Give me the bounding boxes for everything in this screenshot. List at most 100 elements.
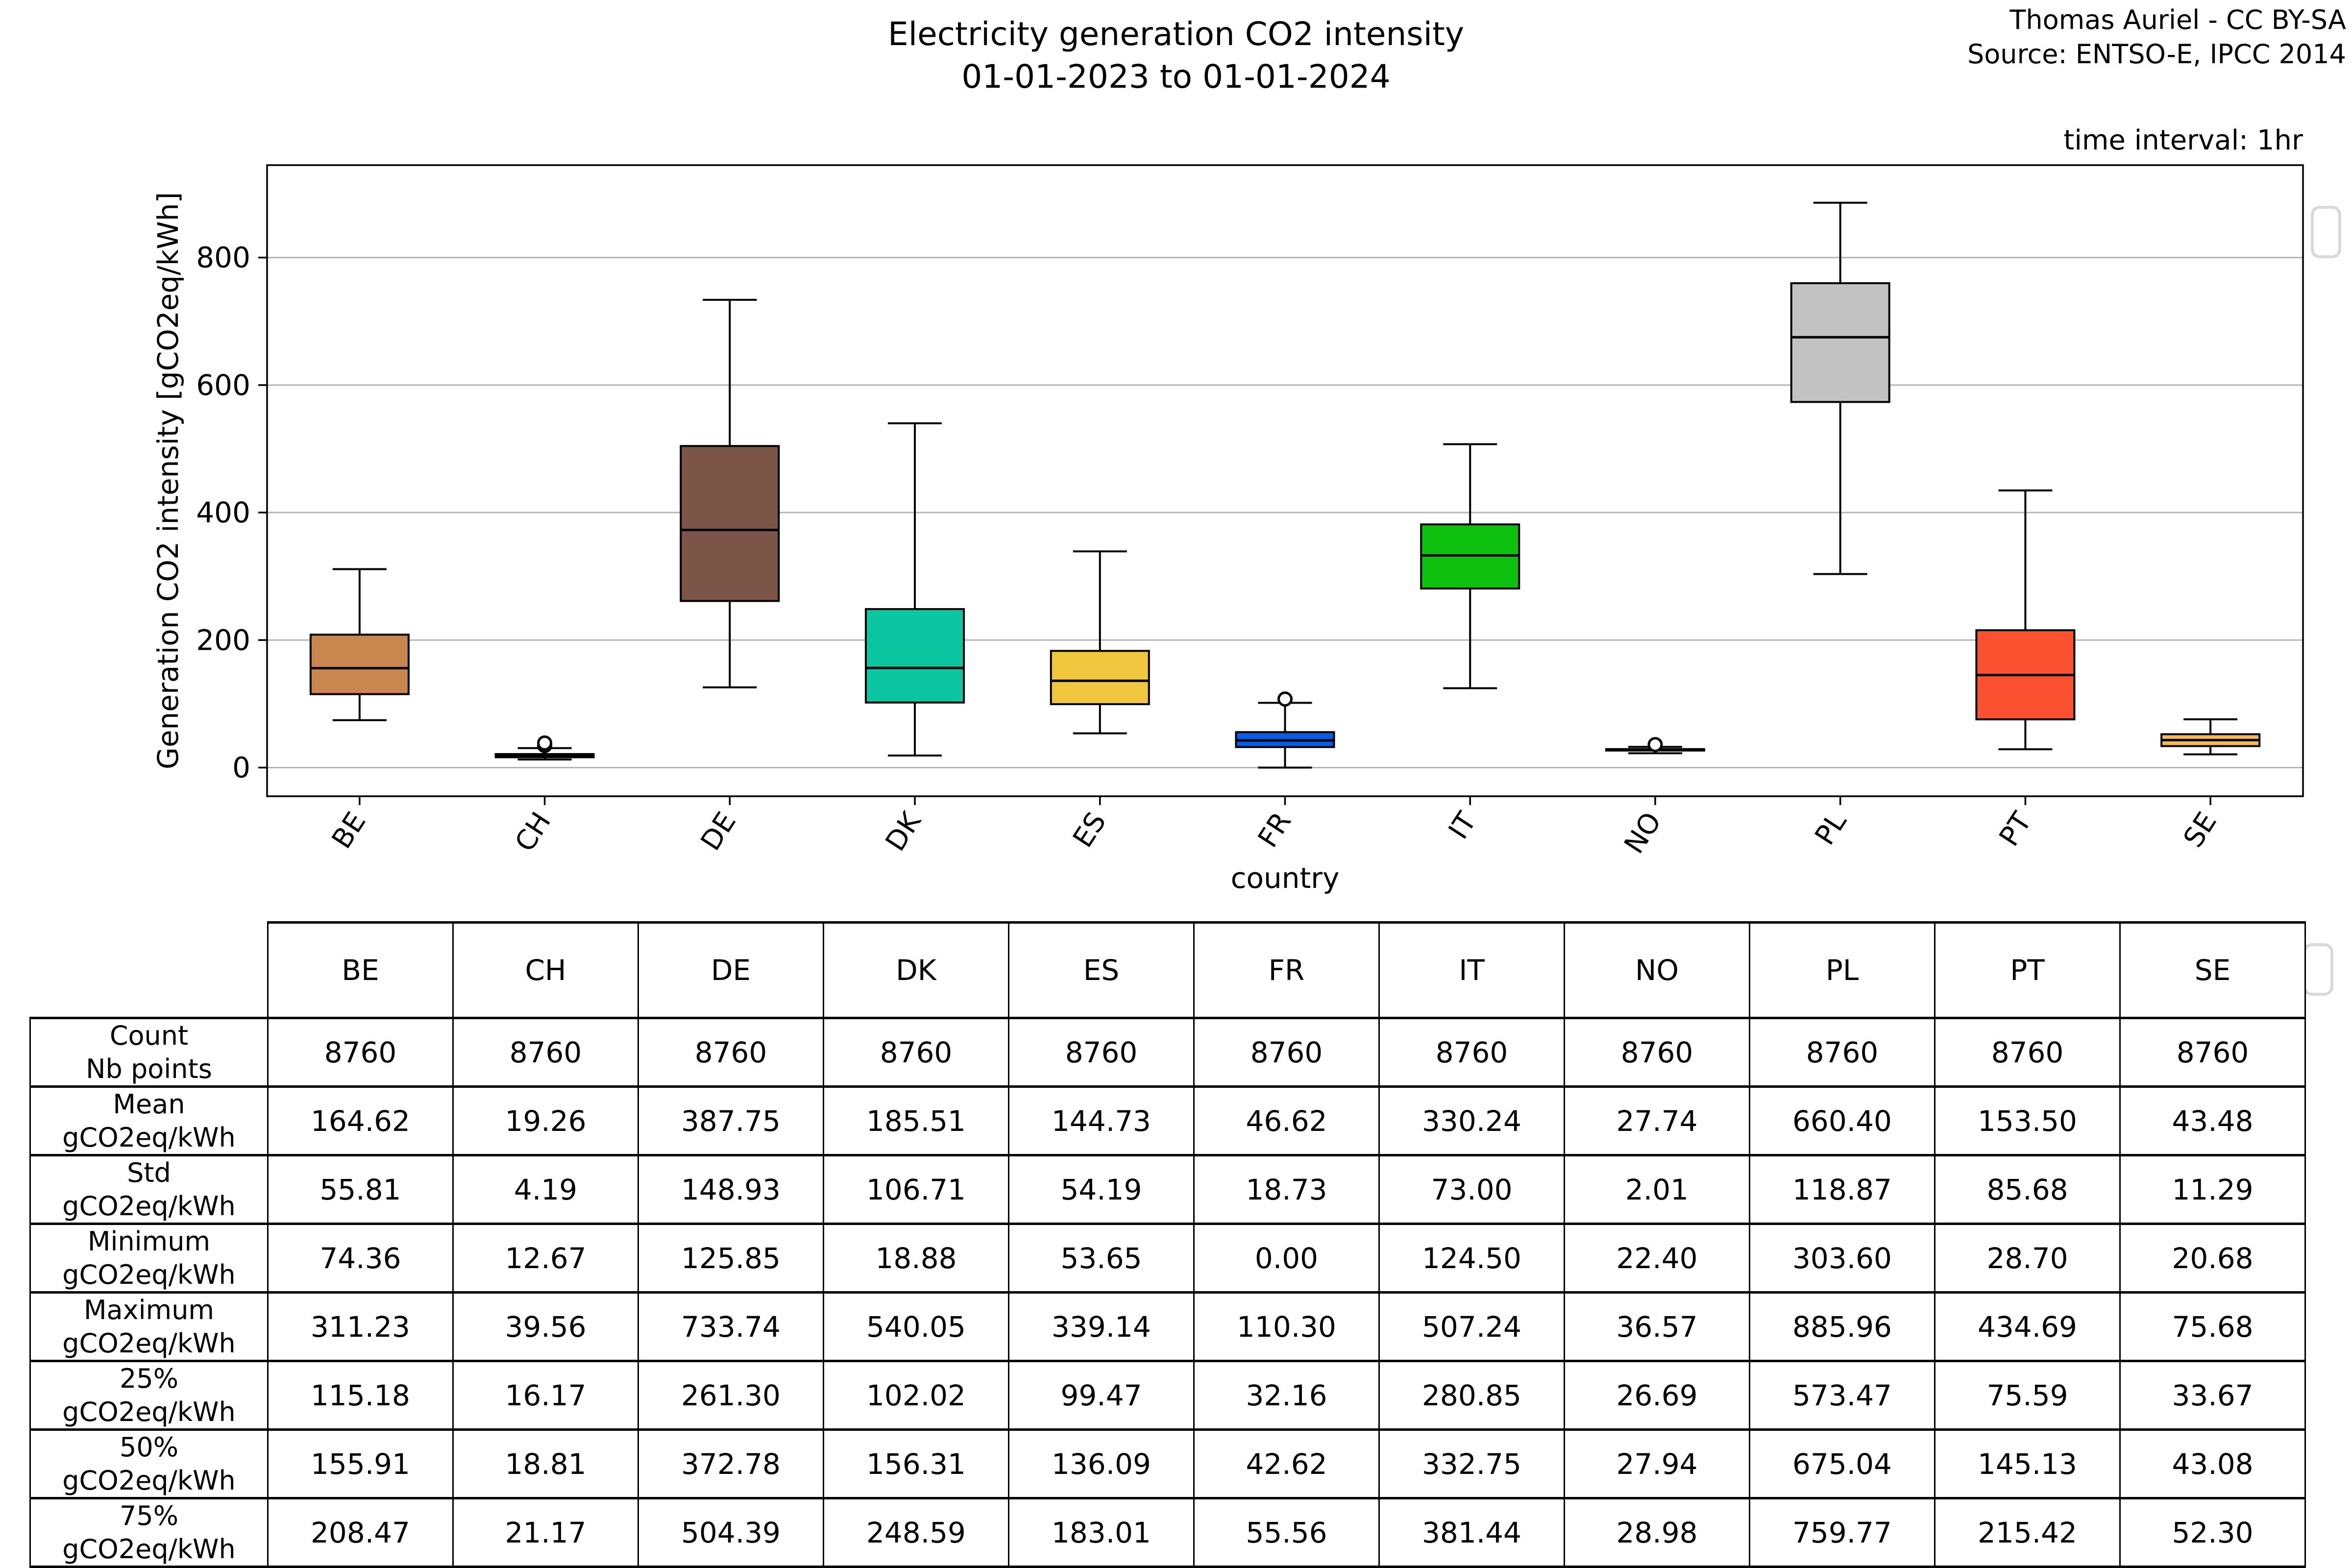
table-cell-NO-Std: 2.01	[1564, 1154, 1750, 1225]
row-label-name: Maximum	[83, 1295, 215, 1325]
table-cell-PL-75%: 759.77	[1749, 1497, 1936, 1568]
row-label-unit: gCO2eq/kWh	[62, 1396, 236, 1427]
table-cell-ES-50%: 136.09	[1008, 1428, 1195, 1499]
plot-panel-toggle-icon[interactable]	[2311, 206, 2341, 258]
table-cell-NO-75%: 28.98	[1564, 1497, 1750, 1568]
table-cell-CH-Std: 4.19	[452, 1154, 639, 1225]
table-row-label: Maximum gCO2eq/kWh	[29, 1291, 269, 1362]
attribution-author: Thomas Auriel - CC BY-SA	[2009, 4, 2346, 35]
table-col-header-CH: CH	[452, 921, 639, 1019]
x-tick-label-FR: FR	[1252, 807, 1298, 853]
table-cell-PL-25%: 573.47	[1749, 1360, 1936, 1431]
table-col-header-DK: DK	[823, 921, 1009, 1019]
table-cell-FR-50%: 42.62	[1193, 1428, 1380, 1499]
table-cell-PT-Mean: 153.50	[1934, 1085, 2121, 1156]
table-cell-CH-50%: 18.81	[452, 1428, 639, 1499]
table-cell-DE-75%: 504.39	[637, 1497, 824, 1568]
x-tick-label-ES: ES	[1067, 807, 1112, 853]
table-cell-FR-Maximum: 110.30	[1193, 1291, 1380, 1362]
table-cell-SE-50%: 43.08	[2119, 1428, 2306, 1499]
box-PL	[1790, 282, 1890, 403]
row-label-name: Count	[109, 1020, 189, 1051]
table-cell-DK-50%: 156.31	[823, 1428, 1009, 1499]
table-cell-DK-Std: 106.71	[823, 1154, 1009, 1225]
y-tick-label: 600	[196, 368, 250, 402]
stats-table: BE CH DE DK ES FR IT NO PL PT SE Count Nb points 8760…	[29, 921, 2306, 1568]
row-label-unit: gCO2eq/kWh	[62, 1122, 236, 1153]
x-tick-label-PT: PT	[1993, 807, 2038, 852]
table-cell-FR-Minimum: 0.00	[1193, 1223, 1380, 1294]
table-cell-IT-50%: 332.75	[1378, 1428, 1565, 1499]
table-cell-PT-75%: 215.42	[1934, 1497, 2121, 1568]
table-cell-DK-75%: 248.59	[823, 1497, 1009, 1568]
table-panel-toggle-icon[interactable]	[2303, 943, 2333, 996]
table-cell-PL-Minimum: 303.60	[1749, 1223, 1936, 1294]
table-cell-BE-Minimum: 74.36	[267, 1223, 454, 1294]
table-col-header-SE: SE	[2119, 921, 2306, 1019]
chart-title-line2: 01-01-2023 to 01-01-2024	[961, 58, 1391, 96]
row-label-name: Minimum	[87, 1226, 211, 1257]
table-cell-NO-50%: 27.94	[1564, 1428, 1750, 1499]
table-cell-DE-Mean: 387.75	[637, 1085, 824, 1156]
x-tick-label-DK: DK	[880, 806, 928, 857]
row-label-unit: gCO2eq/kWh	[62, 1259, 236, 1290]
table-cell-PL-Count: 8760	[1749, 1017, 1936, 1088]
table-cell-IT-Maximum: 507.24	[1378, 1291, 1565, 1362]
table-cell-DE-Maximum: 733.74	[637, 1291, 824, 1362]
row-label-name: 75%	[119, 1500, 179, 1531]
x-tick-label-IT: IT	[1443, 807, 1483, 845]
x-tick-label-BE: BE	[326, 807, 372, 854]
table-cell-BE-25%: 115.18	[267, 1360, 454, 1431]
table-cell-CH-25%: 16.17	[452, 1360, 639, 1431]
table-cell-NO-25%: 26.69	[1564, 1360, 1750, 1431]
table-cell-ES-Std: 54.19	[1008, 1154, 1195, 1225]
table-col-header-DE: DE	[637, 921, 824, 1019]
table-cell-FR-Mean: 46.62	[1193, 1085, 1380, 1156]
table-row: 25% gCO2eq/kWh 115.18 16.17 261.30 102.02 99.4…	[29, 1360, 2306, 1431]
table-cell-SE-Mean: 43.48	[2119, 1085, 2306, 1156]
table-row: 50% gCO2eq/kWh 155.91 18.81 372.78 156.31 136.…	[29, 1428, 2306, 1499]
table-cell-PT-Maximum: 434.69	[1934, 1291, 2121, 1362]
table-cell-ES-25%: 99.47	[1008, 1360, 1195, 1431]
row-label-name: Mean	[113, 1089, 185, 1120]
table-col-header-PT: PT	[1934, 921, 2121, 1019]
table-cell-CH-Mean: 19.26	[452, 1085, 639, 1156]
table-row-label: 50% gCO2eq/kWh	[29, 1428, 269, 1499]
table-cell-CH-Minimum: 12.67	[452, 1223, 639, 1294]
flier-FR	[1277, 691, 1293, 707]
row-label-unit: gCO2eq/kWh	[62, 1190, 236, 1222]
table-cell-NO-Maximum: 36.57	[1564, 1291, 1750, 1362]
table-row-label: 25% gCO2eq/kWh	[29, 1360, 269, 1431]
table-row-label: 75% gCO2eq/kWh	[29, 1497, 269, 1568]
table-cell-CH-Count: 8760	[452, 1017, 639, 1088]
table-cell-SE-Minimum: 20.68	[2119, 1223, 2306, 1294]
table-cell-IT-75%: 381.44	[1378, 1497, 1565, 1568]
flier-CH	[537, 735, 553, 751]
x-axis-label: country	[1231, 861, 1340, 895]
row-label-unit: gCO2eq/kWh	[62, 1465, 236, 1496]
table-cell-PT-Minimum: 28.70	[1934, 1223, 2121, 1294]
table-row-label: Count Nb points	[29, 1017, 269, 1088]
table-cell-PT-25%: 75.59	[1934, 1360, 2121, 1431]
box-DE	[680, 445, 780, 602]
table-cell-ES-Maximum: 339.14	[1008, 1291, 1195, 1362]
table-cell-PL-Std: 118.87	[1749, 1154, 1936, 1225]
table-row-label: Mean gCO2eq/kWh	[29, 1085, 269, 1156]
table-cell-ES-75%: 183.01	[1008, 1497, 1195, 1568]
table-cell-PL-Mean: 660.40	[1749, 1085, 1936, 1156]
table-row-label: Std gCO2eq/kWh	[29, 1154, 269, 1225]
x-tick-label-CH: CH	[509, 807, 558, 858]
table-cell-CH-Maximum: 39.56	[452, 1291, 639, 1362]
table-col-header-IT: IT	[1378, 921, 1565, 1019]
table-cell-NO-Count: 8760	[1564, 1017, 1750, 1088]
table-cell-SE-75%: 52.30	[2119, 1497, 2306, 1568]
x-tick-label-DE: DE	[695, 807, 742, 856]
time-interval-label: time interval: 1hr	[2063, 124, 2303, 156]
table-cell-SE-Std: 11.29	[2119, 1154, 2306, 1225]
table-cell-ES-Mean: 144.73	[1008, 1085, 1195, 1156]
table-cell-SE-Maximum: 75.68	[2119, 1291, 2306, 1362]
x-tick-label-SE: SE	[2178, 807, 2223, 853]
table-cell-IT-Count: 8760	[1378, 1017, 1565, 1088]
table-cell-BE-Mean: 164.62	[267, 1085, 454, 1156]
table-cell-SE-Count: 8760	[2119, 1017, 2306, 1088]
